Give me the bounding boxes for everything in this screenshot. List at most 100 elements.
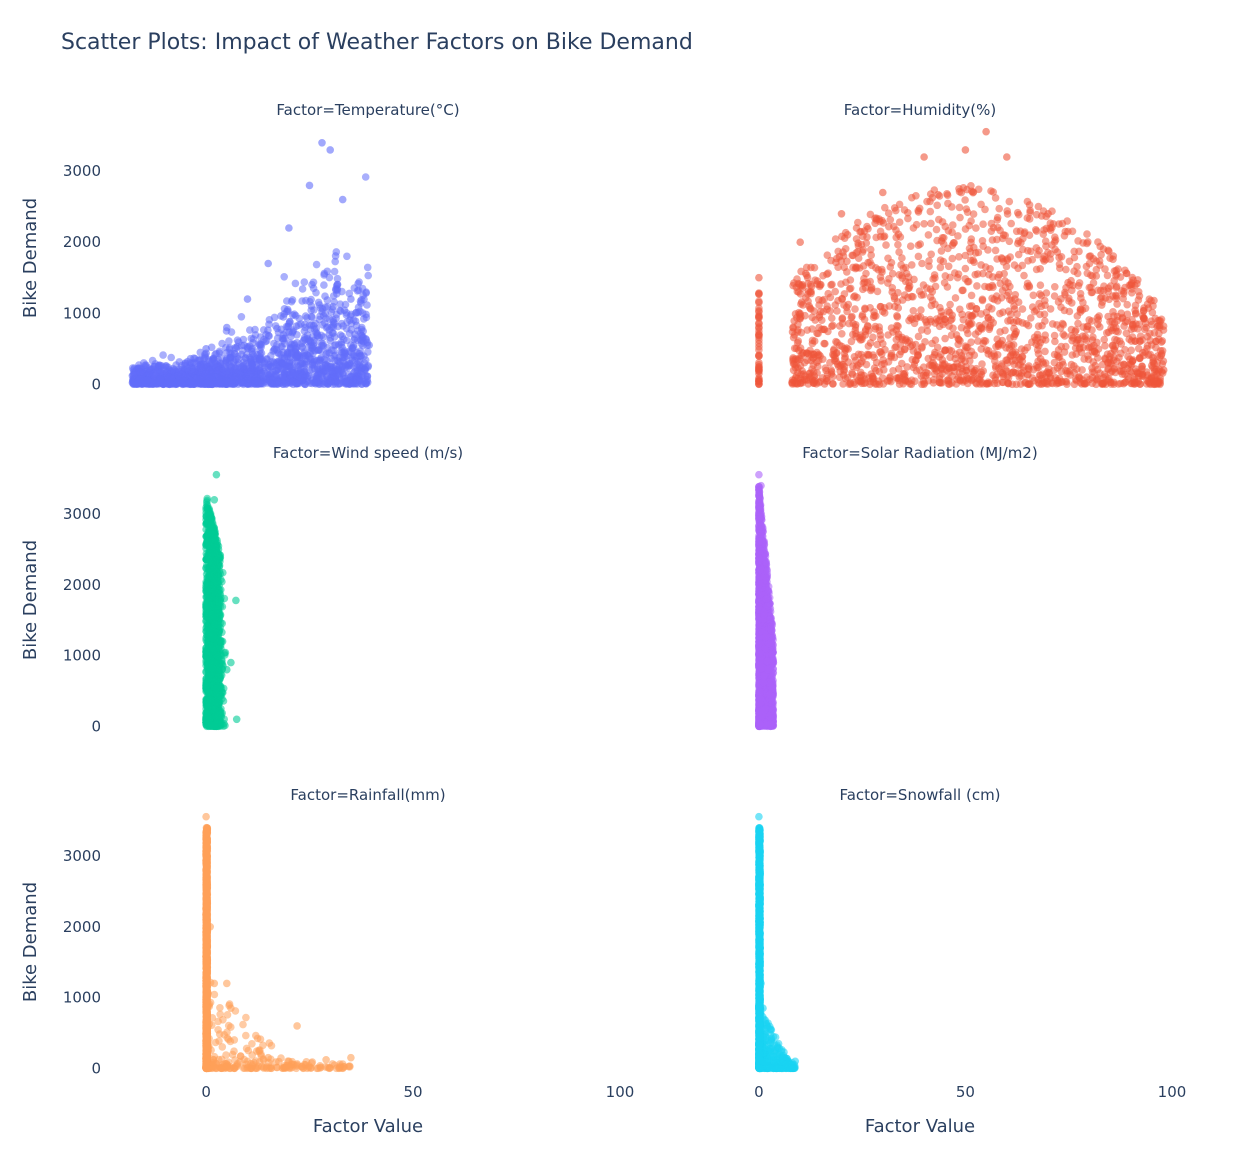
- scatter-point: [140, 359, 148, 367]
- scatter-point: [961, 196, 969, 204]
- scatter-point: [755, 273, 763, 282]
- scatter-point: [755, 346, 763, 354]
- scatter-point: [1092, 349, 1100, 358]
- scatter-point: [1096, 242, 1104, 251]
- scatter-point: [334, 380, 342, 388]
- scatter-point: [892, 206, 900, 215]
- scatter-point: [840, 354, 849, 363]
- scatter-point: [1083, 269, 1092, 278]
- scatter-point: [966, 256, 975, 265]
- scatter-point: [273, 324, 281, 333]
- scatter-point: [907, 292, 916, 301]
- scatter-point: [1035, 299, 1043, 308]
- scatter-point: [797, 351, 806, 360]
- scatter-point: [755, 336, 763, 345]
- scatter-point: [967, 291, 976, 300]
- scatter-point: [282, 380, 290, 389]
- scatter-point: [347, 310, 356, 319]
- scatter-point: [815, 301, 823, 309]
- scatter-point: [755, 319, 763, 327]
- scatter-point: [887, 349, 896, 358]
- scatter-point: [788, 376, 797, 384]
- scatter-point: [927, 219, 935, 228]
- scatter-point: [351, 367, 359, 376]
- scatter-point: [993, 351, 1002, 359]
- scatter-point: [1068, 336, 1076, 345]
- scatter-point: [318, 139, 326, 147]
- scatter-point: [829, 321, 837, 330]
- scatter-point: [979, 269, 987, 278]
- scatter-point: [1055, 220, 1063, 228]
- scatter-point: [1004, 279, 1012, 287]
- scatter-point: [1006, 253, 1014, 261]
- scatter-point: [971, 330, 980, 339]
- scatter-point: [1094, 286, 1102, 295]
- scatter-point: [968, 312, 976, 321]
- scatter-point: [265, 320, 273, 329]
- scatter-point: [900, 291, 909, 299]
- scatter-point: [919, 371, 928, 380]
- scatter-point: [831, 354, 840, 363]
- scatter-point: [941, 334, 949, 343]
- scatter-point: [973, 282, 981, 290]
- scatter-point: [851, 305, 859, 313]
- scatter-point: [1088, 317, 1096, 325]
- scatter-point: [264, 259, 273, 268]
- scatter-point: [918, 259, 926, 268]
- scatter-point: [1014, 239, 1022, 248]
- scatter-point: [926, 207, 935, 216]
- scatter-point: [1076, 343, 1084, 352]
- scatter-point: [876, 348, 884, 356]
- scatter-point: [1008, 348, 1017, 357]
- scatter-point: [1012, 316, 1021, 325]
- scatter-point: [945, 346, 953, 354]
- scatter-point: [1068, 351, 1077, 359]
- scatter-point: [1119, 290, 1128, 298]
- scatter-point: [1032, 227, 1041, 235]
- scatter-point: [1004, 378, 1012, 387]
- scatter-point: [879, 340, 887, 348]
- scatter-point: [1020, 271, 1028, 280]
- scatter-point: [832, 337, 840, 346]
- scatter-point: [955, 335, 963, 344]
- scatter-point: [243, 368, 252, 376]
- scatter-point: [363, 301, 371, 309]
- scatter-point: [339, 357, 347, 365]
- scatter-point: [1024, 246, 1032, 255]
- scatter-point: [1150, 377, 1158, 385]
- scatter-point: [196, 348, 205, 357]
- scatter-point: [833, 307, 841, 315]
- scatter-point: [823, 251, 832, 259]
- scatter-point: [1076, 289, 1085, 298]
- scatter-point: [218, 339, 226, 348]
- scatter-point: [868, 375, 877, 383]
- scatter-point: [887, 324, 896, 332]
- scatter-point: [1012, 380, 1021, 389]
- scatter-point: [210, 496, 219, 504]
- scatter-point: [354, 303, 363, 312]
- scatter-point: [1065, 257, 1074, 266]
- scatter-point: [944, 375, 953, 384]
- scatter-point: [931, 300, 939, 309]
- scatter-point: [1042, 369, 1051, 378]
- scatter-point: [886, 216, 895, 224]
- scatter-point: [325, 273, 334, 282]
- scatter-point: [988, 236, 997, 244]
- scatter-point: [936, 256, 945, 265]
- scatter-point: [1106, 282, 1115, 290]
- scatter-point: [945, 364, 953, 372]
- scatter-point: [347, 326, 356, 334]
- scatter-point: [355, 278, 363, 286]
- scatter-point: [822, 374, 831, 383]
- scatter-point: [972, 224, 980, 232]
- scatter-point: [1005, 197, 1014, 206]
- scatter-point: [846, 276, 855, 284]
- scatter-point: [859, 262, 868, 270]
- scatter-point: [361, 173, 370, 181]
- scatter-point: [1060, 306, 1069, 315]
- scatter-point: [998, 255, 1006, 263]
- scatter-point: [827, 368, 836, 376]
- scatter-point: [975, 375, 984, 384]
- scatter-point: [992, 343, 1000, 351]
- scatter-point: [977, 200, 985, 209]
